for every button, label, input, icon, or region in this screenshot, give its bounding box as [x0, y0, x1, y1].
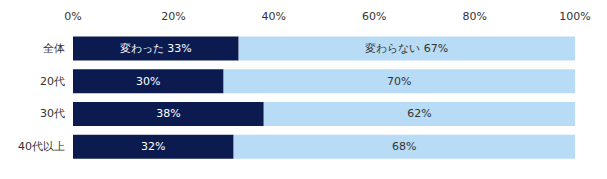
- svg-text:38%: 38%: [156, 107, 180, 120]
- svg-text:0%: 0%: [64, 10, 81, 23]
- svg-text:40%: 40%: [262, 10, 286, 23]
- svg-text:30代: 30代: [40, 107, 65, 120]
- svg-text:80%: 80%: [462, 10, 486, 23]
- svg-text:全体: 全体: [43, 42, 65, 55]
- svg-text:変わった 33%: 変わった 33%: [120, 42, 192, 55]
- svg-text:60%: 60%: [362, 10, 386, 23]
- svg-text:32%: 32%: [141, 140, 165, 153]
- svg-text:変わらない 67%: 変わらない 67%: [365, 42, 448, 55]
- svg-text:68%: 68%: [392, 140, 416, 153]
- svg-text:20代: 20代: [40, 75, 65, 88]
- svg-text:70%: 70%: [387, 75, 411, 88]
- svg-text:30%: 30%: [136, 75, 160, 88]
- svg-text:20%: 20%: [161, 10, 185, 23]
- svg-text:100%: 100%: [559, 10, 590, 23]
- svg-text:62%: 62%: [407, 107, 431, 120]
- svg-text:40代以上: 40代以上: [18, 140, 65, 153]
